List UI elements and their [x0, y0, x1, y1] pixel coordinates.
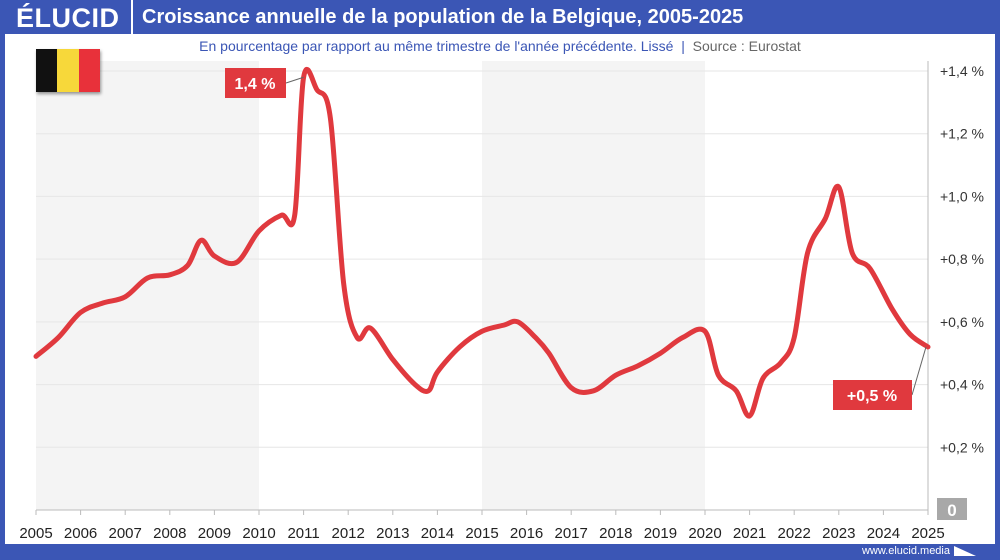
annotation-last-label: +0,5 % — [847, 388, 897, 405]
x-tick-label: 2010 — [242, 525, 275, 542]
x-tick-label: 2025 — [911, 525, 944, 542]
y-tick-label: +1,4 % — [940, 63, 984, 79]
x-tick-label: 2021 — [733, 525, 766, 542]
zero-badge — [937, 498, 967, 520]
annotation-leader — [285, 76, 304, 84]
source-text: Source : Eurostat — [692, 38, 801, 54]
zero-label: 0 — [947, 501, 956, 520]
shaded-period — [36, 61, 259, 510]
subtitle-text: En pourcentage par rapport au même trime… — [199, 38, 674, 54]
x-tick-label: 2008 — [153, 525, 186, 542]
x-tick-label: 2006 — [64, 525, 97, 542]
annotation-peak-label: 1,4 % — [235, 76, 276, 93]
y-tick-label: +1,0 % — [940, 188, 984, 204]
belgium-flag-icon — [36, 49, 100, 92]
chart-title: Croissance annuelle de la population de … — [142, 6, 744, 28]
header: ÉLUCID Croissance annuelle de la populat… — [0, 0, 1000, 34]
header-divider — [131, 0, 133, 34]
x-tick-label: 2016 — [510, 525, 543, 542]
y-tick-label: +1,2 % — [940, 126, 984, 142]
x-tick-label: 2011 — [287, 525, 319, 542]
x-tick-label: 2013 — [376, 525, 409, 542]
annotation-peak-badge — [225, 68, 286, 98]
x-tick-label: 2024 — [867, 525, 900, 542]
footer-url[interactable]: www.elucid.media — [861, 545, 950, 557]
x-tick-label: 2014 — [421, 525, 454, 542]
x-tick-label: 2023 — [822, 525, 855, 542]
x-tick-label: 2019 — [644, 525, 677, 542]
y-tick-label: +0,4 % — [940, 377, 984, 393]
y-tick-label: +0,8 % — [940, 251, 984, 267]
x-tick-label: 2017 — [555, 525, 588, 542]
shaded-period — [482, 61, 705, 510]
x-tick-label: 2022 — [778, 525, 811, 542]
annotation-last-badge — [833, 380, 912, 410]
y-tick-label: +0,6 % — [940, 314, 984, 330]
x-tick-label: 2007 — [109, 525, 142, 542]
annotation-leader — [911, 346, 927, 396]
elucid-logo: ÉLUCID — [16, 3, 120, 33]
x-tick-label: 2012 — [332, 525, 365, 542]
population-growth-line — [33, 66, 931, 419]
elucid-mark-icon — [954, 546, 976, 556]
chart-subtitle: En pourcentage par rapport au même trime… — [199, 38, 801, 54]
x-tick-label: 2005 — [19, 525, 52, 542]
x-tick-label: 2009 — [198, 525, 231, 542]
x-tick-label: 2018 — [599, 525, 632, 542]
x-tick-label: 2015 — [465, 525, 498, 542]
y-tick-label: +0,2 % — [940, 439, 984, 455]
x-tick-label: 2020 — [688, 525, 721, 542]
